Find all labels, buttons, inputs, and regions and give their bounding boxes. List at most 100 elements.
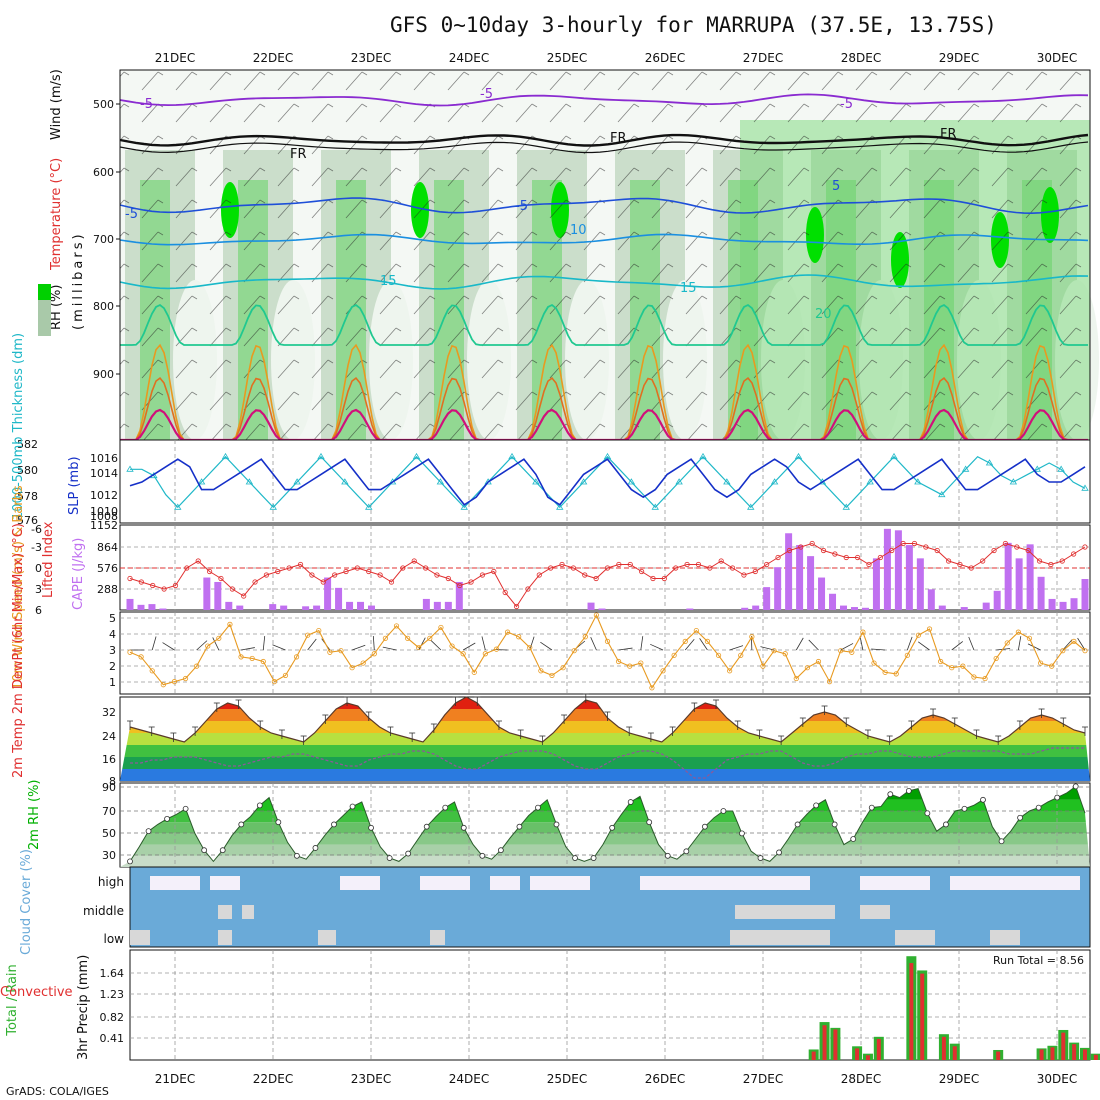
wind-marker	[316, 627, 322, 634]
li-marker	[741, 572, 747, 578]
li-marker	[695, 561, 702, 568]
rh-marker	[145, 828, 152, 835]
temp-band	[120, 769, 1090, 781]
rh-marker	[590, 855, 597, 861]
li-marker	[945, 558, 952, 564]
cape-bars	[126, 528, 1089, 610]
tick-label: 1010	[90, 505, 118, 518]
wind-marker	[516, 634, 522, 640]
li-marker	[1002, 540, 1009, 547]
rh-band	[120, 844, 1090, 856]
precip-conv-bar	[1061, 1032, 1066, 1060]
cape-bar	[324, 577, 332, 610]
rh-marker	[331, 821, 337, 828]
tick-label: 3	[35, 583, 42, 596]
wind-marker	[793, 675, 799, 682]
li-marker	[991, 547, 997, 554]
cape-bar	[280, 605, 288, 610]
li-marker	[252, 579, 258, 585]
thickness-marker	[436, 478, 445, 485]
cape-bar	[883, 528, 891, 610]
thickness-marker	[723, 478, 731, 485]
wind-barb	[418, 637, 426, 651]
cape-bar	[927, 589, 935, 610]
thickness-marker	[770, 478, 779, 485]
rh-marker	[405, 850, 412, 857]
precip-bars	[808, 956, 1100, 1060]
cape-bar	[346, 601, 354, 610]
wind-marker	[504, 629, 511, 635]
li-marker	[764, 561, 770, 568]
cape-bar	[1037, 576, 1045, 610]
wind-marker	[616, 658, 622, 665]
cloud-gap	[860, 876, 930, 890]
wind-marker	[393, 623, 400, 629]
wind-marker	[649, 685, 655, 691]
wind-barb	[162, 642, 175, 651]
wind-marker	[1049, 663, 1055, 669]
li-marker	[263, 572, 270, 578]
cape-bar	[752, 605, 760, 610]
thickness-marker	[651, 503, 659, 510]
li-marker	[582, 572, 588, 578]
cape-bar	[938, 605, 946, 610]
wind-marker	[282, 672, 289, 679]
rh-marker	[238, 821, 245, 828]
cape-ylabel: CAPE (J/kg)	[71, 538, 86, 610]
wind-marker	[949, 665, 955, 671]
thickness-marker	[1009, 478, 1018, 485]
cape-bar	[686, 608, 694, 610]
wind-marker	[1015, 629, 1021, 635]
thickness-marker	[174, 503, 182, 510]
wind-marker	[293, 654, 300, 660]
date-label: 22DEC	[253, 1072, 293, 1086]
cape-bar	[1070, 598, 1078, 610]
cloud-gap	[430, 930, 445, 945]
rh-marker	[813, 802, 820, 809]
wind-marker	[549, 672, 555, 679]
wind-marker	[338, 648, 344, 654]
wind-barb	[650, 643, 664, 651]
li-marker	[161, 586, 167, 592]
li-marker	[400, 565, 406, 571]
date-label: 23DEC	[351, 1072, 391, 1086]
li-marker	[388, 579, 395, 585]
tick-label: 8	[109, 775, 116, 788]
top-date-axis: 21DEC 22DEC 23DEC 24DEC 25DEC 26DEC 27DEC 28DEC…	[155, 51, 1077, 65]
wind-marker	[538, 668, 544, 674]
wind-barb	[808, 639, 819, 651]
cape-bar	[1059, 601, 1067, 610]
rh-marker	[423, 823, 430, 830]
precip-conv-bar	[833, 1029, 838, 1060]
li-marker	[911, 540, 918, 547]
tick-label: 580	[17, 464, 38, 477]
contour-label: 15	[380, 274, 397, 289]
temp-ylabel: Temperature (°C)	[49, 158, 64, 271]
contour-label: 20	[815, 307, 832, 322]
wind-marker	[860, 629, 866, 635]
cape-bar	[840, 605, 848, 610]
wind-barb	[351, 644, 366, 651]
rh-marker	[256, 802, 263, 809]
li-marker	[479, 572, 486, 578]
cloud-gap	[150, 876, 200, 890]
wind-barb	[1062, 639, 1073, 651]
cape-bar	[905, 545, 913, 610]
li-marker	[832, 551, 838, 557]
wind-barb	[968, 636, 975, 651]
thickness-marker	[1057, 465, 1065, 472]
li-marker	[377, 572, 383, 578]
wind-marker	[416, 644, 422, 651]
cape-bar	[357, 601, 365, 610]
wind-barb	[240, 647, 255, 651]
2m-temp-ylabel: 2m Temp 2m DewPt (6hr Min/Max) (°C)	[11, 523, 26, 778]
contour-label: -5	[140, 97, 153, 112]
wind-marker	[804, 665, 810, 671]
wind-barb	[871, 648, 886, 651]
cape-bar	[850, 607, 858, 610]
precip-ylabel-a: Total / Rain	[5, 964, 20, 1037]
wind-marker	[993, 655, 999, 662]
wind-marker	[704, 638, 711, 644]
li-marker	[639, 568, 645, 575]
